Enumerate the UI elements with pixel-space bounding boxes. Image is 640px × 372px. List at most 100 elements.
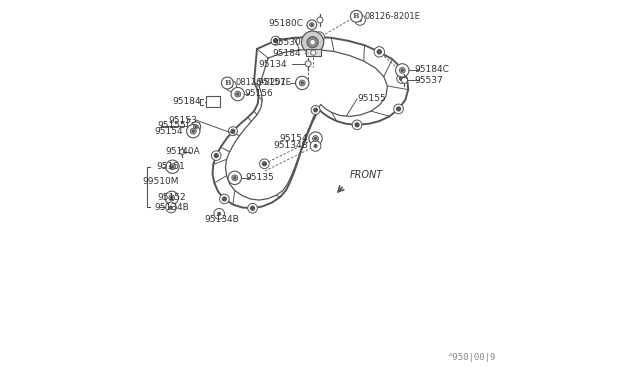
Circle shape (271, 36, 280, 45)
Circle shape (301, 82, 303, 84)
Text: B: B (353, 12, 360, 20)
Circle shape (231, 87, 244, 101)
Circle shape (305, 61, 311, 67)
Circle shape (317, 35, 321, 39)
Circle shape (296, 76, 309, 90)
Circle shape (228, 127, 237, 136)
Circle shape (307, 20, 317, 30)
Circle shape (169, 205, 173, 209)
Circle shape (315, 138, 316, 140)
Circle shape (399, 67, 405, 73)
Circle shape (374, 46, 385, 57)
Circle shape (401, 77, 408, 83)
Text: 95153: 95153 (168, 116, 197, 125)
Circle shape (309, 132, 322, 145)
Text: 95135: 95135 (245, 173, 274, 182)
Bar (206, 96, 220, 107)
Circle shape (235, 91, 241, 97)
Circle shape (214, 208, 225, 219)
Circle shape (234, 177, 236, 179)
Circle shape (401, 70, 403, 71)
Circle shape (355, 123, 359, 127)
Circle shape (228, 171, 241, 185)
Circle shape (314, 32, 324, 42)
Circle shape (172, 166, 173, 168)
Circle shape (237, 93, 239, 95)
Circle shape (169, 195, 175, 201)
Text: 95156: 95156 (244, 89, 273, 98)
Circle shape (317, 17, 323, 23)
Circle shape (311, 24, 312, 25)
Circle shape (171, 197, 173, 199)
Circle shape (307, 37, 318, 48)
Circle shape (194, 125, 198, 129)
Circle shape (311, 50, 316, 55)
Circle shape (211, 151, 221, 160)
Text: ^950|00|9: ^950|00|9 (447, 353, 496, 362)
Circle shape (310, 141, 321, 151)
Circle shape (377, 50, 381, 54)
Text: 95537: 95537 (415, 76, 444, 85)
Circle shape (165, 191, 179, 205)
Circle shape (350, 10, 362, 22)
Circle shape (248, 203, 257, 213)
Text: 95184: 95184 (272, 49, 301, 58)
Circle shape (300, 80, 305, 86)
Circle shape (399, 77, 403, 80)
Text: 95154: 95154 (280, 134, 308, 143)
Circle shape (394, 104, 403, 114)
Circle shape (190, 128, 196, 134)
Circle shape (193, 130, 194, 132)
Circle shape (220, 194, 229, 204)
Circle shape (358, 18, 362, 22)
Text: B: B (224, 79, 230, 87)
Text: 95134B: 95134B (154, 203, 189, 212)
Circle shape (191, 122, 201, 132)
Text: FRONT: FRONT (349, 170, 383, 180)
Text: 95157: 95157 (257, 78, 286, 87)
Circle shape (232, 175, 237, 181)
Circle shape (195, 126, 196, 127)
Text: 95154: 95154 (154, 126, 183, 136)
Circle shape (301, 31, 324, 53)
Circle shape (314, 144, 317, 148)
Circle shape (226, 81, 236, 91)
Text: 95152: 95152 (157, 193, 186, 202)
Text: 95184C: 95184C (415, 65, 449, 74)
Circle shape (397, 107, 401, 111)
Text: 95134B: 95134B (273, 141, 308, 151)
Circle shape (166, 202, 177, 213)
Text: 95151: 95151 (156, 162, 185, 171)
Circle shape (229, 84, 233, 88)
Text: 08126-8201E: 08126-8201E (364, 12, 420, 21)
Circle shape (352, 120, 362, 130)
Circle shape (221, 77, 233, 89)
Text: 95155: 95155 (357, 94, 386, 103)
Circle shape (214, 154, 218, 157)
Circle shape (260, 159, 269, 169)
Text: 95140A: 95140A (165, 147, 200, 156)
Circle shape (312, 136, 319, 141)
Circle shape (251, 206, 255, 210)
Circle shape (396, 64, 409, 77)
Text: 95184: 95184 (172, 97, 201, 106)
Circle shape (311, 106, 320, 115)
Circle shape (314, 108, 317, 112)
Circle shape (223, 197, 227, 201)
Text: 99510M: 99510M (143, 177, 179, 186)
Circle shape (166, 160, 179, 173)
Circle shape (180, 149, 185, 154)
Text: 95155: 95155 (157, 122, 186, 131)
Circle shape (170, 164, 175, 170)
Bar (306, 49, 321, 56)
Text: 08126-8201E: 08126-8201E (236, 78, 291, 87)
Circle shape (262, 162, 266, 166)
Circle shape (310, 40, 315, 44)
Text: 95530: 95530 (272, 38, 301, 47)
Circle shape (231, 129, 235, 133)
Text: 95180C: 95180C (268, 19, 303, 28)
Circle shape (397, 74, 406, 83)
Circle shape (355, 15, 365, 25)
Circle shape (217, 212, 221, 216)
Text: 95134: 95134 (259, 60, 287, 69)
